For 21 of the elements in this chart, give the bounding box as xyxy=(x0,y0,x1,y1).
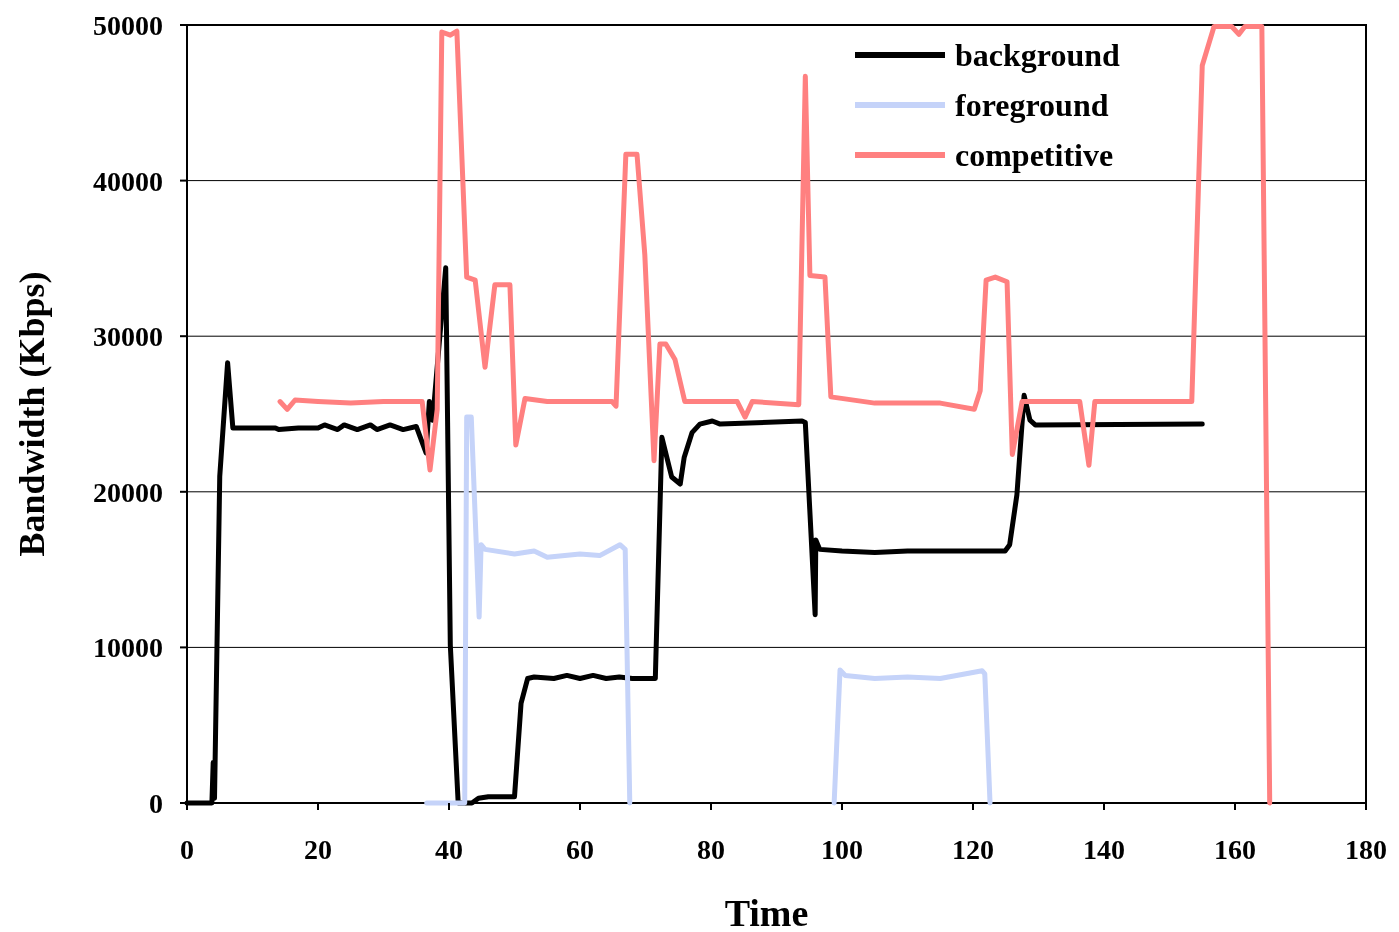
x-tick-label: 20 xyxy=(304,834,332,865)
x-tick-label: 100 xyxy=(821,834,863,865)
x-tick-label: 160 xyxy=(1214,834,1256,865)
x-axis-title: Time xyxy=(724,892,809,932)
x-tick-label: 0 xyxy=(180,834,194,865)
y-tick-label: 40000 xyxy=(93,165,163,197)
x-tick-label: 40 xyxy=(435,834,463,865)
y-axis-title: Bandwidth (Kbps) xyxy=(12,271,52,557)
y-tick-label: 10000 xyxy=(93,632,163,664)
y-tick-label: 30000 xyxy=(93,321,163,353)
y-tick-label: 50000 xyxy=(93,10,163,41)
y-tick-label: 20000 xyxy=(93,476,163,508)
y-tick-label: 0 xyxy=(149,788,163,819)
x-tick-label: 180 xyxy=(1345,834,1387,865)
legend-label: foreground xyxy=(955,87,1109,123)
x-tick-label: 140 xyxy=(1083,834,1125,865)
legend-label: background xyxy=(955,37,1121,73)
legend-label: competitive xyxy=(955,137,1114,173)
x-tick-label: 60 xyxy=(566,834,594,865)
x-tick-label: 80 xyxy=(697,834,725,865)
x-tick-label: 120 xyxy=(952,834,994,865)
